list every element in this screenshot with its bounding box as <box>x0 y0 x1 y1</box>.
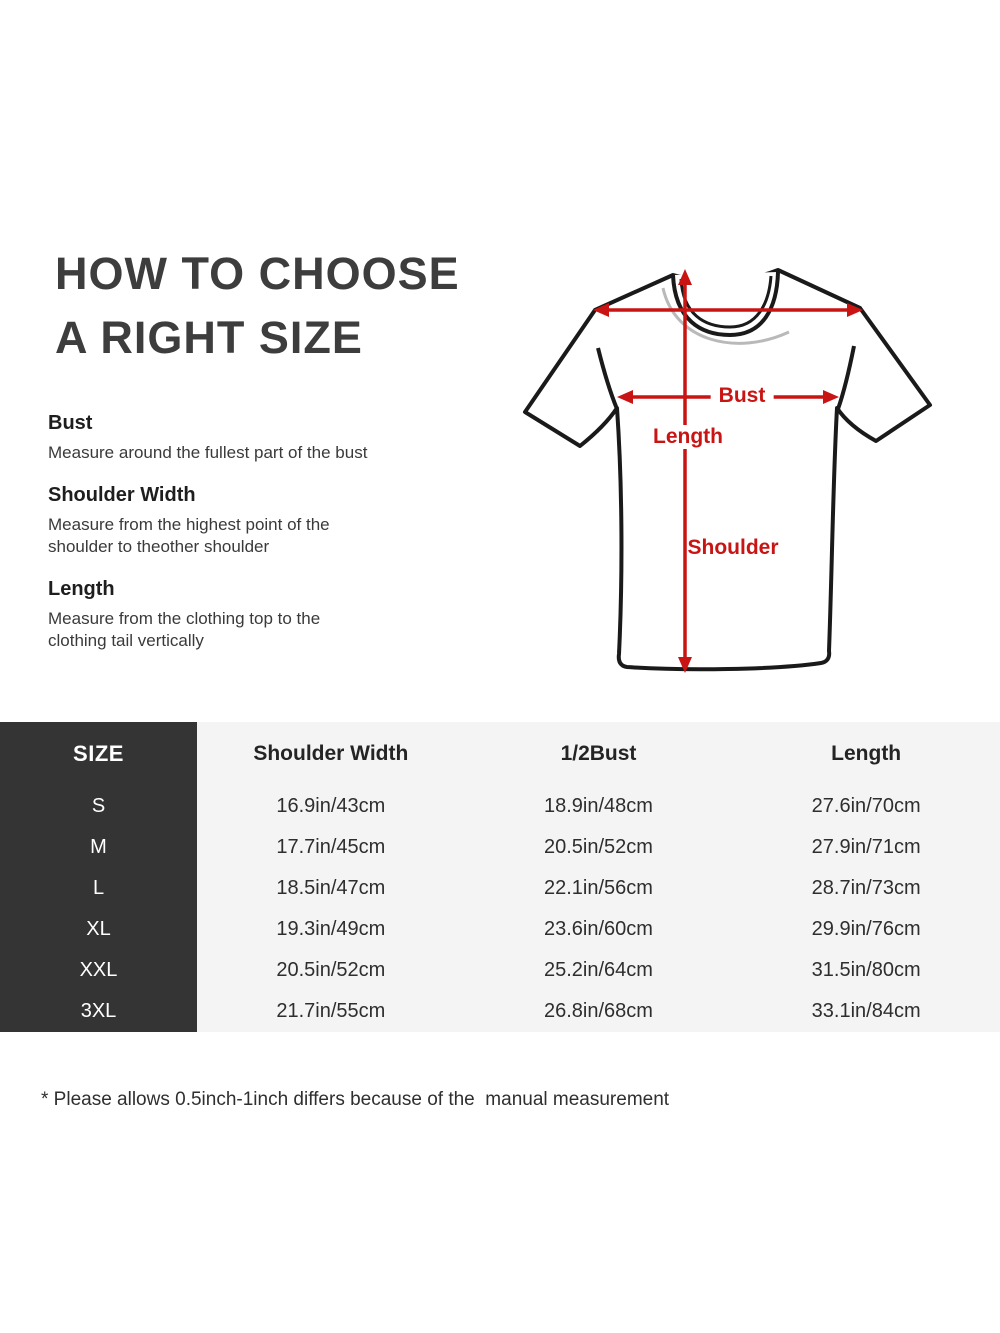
table-cell: 22.1in/56cm <box>464 868 733 909</box>
definition-shoulder-width-label: Shoulder Width <box>48 484 196 506</box>
size-table-header-shoulder: Shoulder Width <box>197 722 465 786</box>
size-table-header-size: SIZE <box>0 722 197 786</box>
page-title-line1: HOW TO CHOOSE <box>55 248 460 299</box>
definition-shoulder-width: Shoulder Width Measure from the highest … <box>48 482 468 558</box>
table-cell: 17.7in/45cm <box>197 827 465 868</box>
size-label-xxl: XXL <box>0 950 197 991</box>
table-cell: 20.5in/52cm <box>464 827 733 868</box>
page-title: HOW TO CHOOSE A RIGHT SIZE <box>55 242 460 370</box>
measurement-definitions: Bust Measure around the fullest part of … <box>48 410 468 670</box>
table-cell: 26.8in/68cm <box>464 991 733 1032</box>
definition-bust-description: Measure around the fullest part of the b… <box>48 443 368 462</box>
table-cell: 19.3in/49cm <box>197 909 465 950</box>
definition-shoulder-width-description: Measure from the highest point of the sh… <box>48 515 330 556</box>
table-cell: 27.6in/70cm <box>732 786 1000 827</box>
tshirt-measurement-diagram: Shoulder Bust Length <box>505 240 965 690</box>
size-label-xl: XL <box>0 909 197 950</box>
table-cell: 25.2in/64cm <box>464 950 733 991</box>
table-cell: 21.7in/55cm <box>197 991 465 1032</box>
bust-arrow-label: Bust <box>710 384 774 408</box>
table-cell: 33.1in/84cm <box>732 991 1000 1032</box>
table-cell: 29.9in/76cm <box>732 909 1000 950</box>
size-table: SIZE Shoulder Width 1/2Bust Length S 16.… <box>0 722 1000 1032</box>
length-arrow-label: Length <box>645 425 731 449</box>
definition-bust: Bust Measure around the fullest part of … <box>48 410 468 464</box>
table-cell: 23.6in/60cm <box>464 909 733 950</box>
shoulder-arrow-label: Shoulder <box>687 536 779 559</box>
size-table-header-length: Length <box>732 722 1000 786</box>
table-cell: 28.7in/73cm <box>732 868 1000 909</box>
size-table-header-bust: 1/2Bust <box>464 722 733 786</box>
definition-length-description: Measure from the clothing top to the clo… <box>48 609 321 650</box>
page-title-line2: A RIGHT SIZE <box>55 312 363 363</box>
size-label-s: S <box>0 786 197 827</box>
table-cell: 16.9in/43cm <box>197 786 465 827</box>
definition-length-label: Length <box>48 578 115 600</box>
size-label-3xl: 3XL <box>0 991 197 1032</box>
table-cell: 31.5in/80cm <box>732 950 1000 991</box>
definition-length: Length Measure from the clothing top to … <box>48 576 468 652</box>
length-arrow <box>678 269 692 673</box>
table-cell: 20.5in/52cm <box>197 950 465 991</box>
tshirt-outline <box>523 268 932 673</box>
table-cell: 27.9in/71cm <box>732 827 1000 868</box>
shoulder-arrow <box>593 303 863 317</box>
table-cell: 18.5in/47cm <box>197 868 465 909</box>
definition-bust-label: Bust <box>48 412 93 434</box>
measurement-disclaimer: * Please allows 0.5inch-1inch differs be… <box>41 1089 670 1110</box>
table-cell: 18.9in/48cm <box>464 786 733 827</box>
size-label-l: L <box>0 868 197 909</box>
size-label-m: M <box>0 827 197 868</box>
